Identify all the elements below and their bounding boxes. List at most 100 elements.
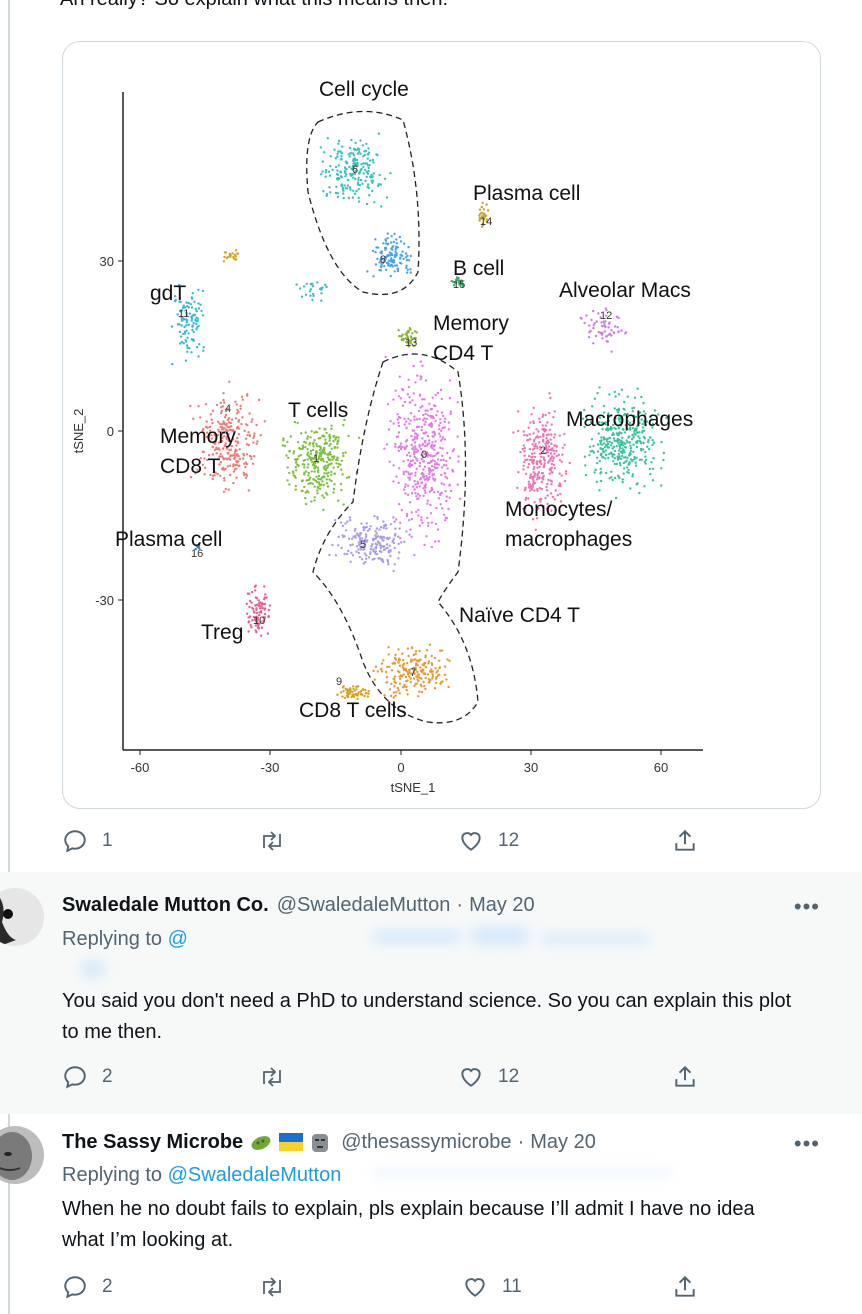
- scatter-dot: [354, 536, 357, 539]
- mention-link[interactable]: @SwaledaleMutton: [167, 1164, 342, 1186]
- scatter-dot: [190, 306, 194, 309]
- scatter-dot: [392, 696, 395, 699]
- scatter-dot: [647, 438, 650, 442]
- share-button[interactable]: [672, 828, 698, 854]
- retweet-button[interactable]: [258, 828, 286, 854]
- scatter-dot: [389, 694, 393, 698]
- avatar[interactable]: [0, 1126, 44, 1184]
- scatter-dot: [638, 458, 642, 461]
- scatter-dot: [383, 259, 386, 263]
- scatter-dot: [433, 431, 436, 435]
- display-name[interactable]: Swaledale Mutton Co.: [62, 894, 269, 916]
- scatter-dot: [376, 540, 380, 543]
- scatter-dot: [559, 492, 562, 496]
- scatter-dot: [447, 421, 451, 424]
- retweet-button[interactable]: [258, 1274, 286, 1300]
- like-button[interactable]: 11: [462, 1274, 522, 1300]
- scatter-dot: [303, 473, 306, 476]
- scatter-dot: [399, 447, 403, 451]
- scatter-dot: [399, 240, 403, 243]
- scatter-dot: [386, 536, 389, 540]
- scatter-dot: [408, 422, 411, 425]
- more-icon[interactable]: •••: [793, 1131, 820, 1156]
- scatter-dot: [351, 173, 354, 176]
- tweet-media-image[interactable]: -60 -30 0 30 60 tSNE_1 30 0 -30 tSNE_2 C…: [62, 41, 821, 809]
- scatter-dot: [196, 317, 199, 320]
- scatter-dot: [410, 646, 414, 649]
- scatter-dot: [339, 175, 343, 178]
- share-button[interactable]: [672, 1274, 698, 1300]
- scatter-dot: [242, 454, 246, 457]
- scatter-dot: [351, 152, 355, 155]
- scatter-dot: [320, 299, 323, 302]
- scatter-dot: [402, 658, 405, 662]
- scatter-dot: [390, 235, 393, 238]
- scatter-dot: [384, 238, 387, 241]
- scatter-dot: [608, 452, 611, 456]
- scatter-dot: [428, 469, 431, 472]
- scatter-dot: [341, 524, 345, 528]
- scatter-dot: [533, 473, 536, 477]
- scatter-dot: [322, 475, 325, 478]
- avatar[interactable]: [0, 888, 44, 946]
- scatter-dot: [323, 465, 326, 468]
- scatter-dot: [385, 676, 389, 679]
- user-handle[interactable]: @SwaledaleMutton: [276, 894, 451, 916]
- scatter-dot: [600, 421, 604, 424]
- scatter-dot: [561, 446, 565, 449]
- scatter-dot: [436, 391, 440, 395]
- scatter-dot: [622, 428, 625, 431]
- scatter-dot: [418, 485, 421, 488]
- share-button[interactable]: [672, 1064, 698, 1090]
- more-icon[interactable]: •••: [793, 894, 820, 919]
- scatter-dot: [350, 551, 353, 554]
- like-button[interactable]: 12: [458, 1064, 519, 1090]
- scatter-dot: [357, 200, 361, 203]
- scatter-dot: [444, 490, 447, 493]
- scatter-dot: [478, 208, 482, 211]
- scatter-dot: [408, 396, 411, 399]
- tweet-text: Ah really? So explain what this means th…: [60, 0, 448, 11]
- scatter-dot: [601, 331, 604, 335]
- scatter-dot: [259, 634, 263, 637]
- scatter-dot: [651, 479, 655, 482]
- tweet-date[interactable]: May 20: [530, 1131, 596, 1153]
- scatter-dot: [394, 442, 397, 446]
- reply-button[interactable]: 2: [62, 1064, 113, 1090]
- reply-button[interactable]: 2: [62, 1274, 113, 1300]
- display-name[interactable]: The Sassy Microbe: [62, 1131, 244, 1153]
- scatter-dot: [375, 536, 378, 539]
- scatter-dot: [344, 522, 347, 525]
- reply-tweet[interactable]: The Sassy Microbe @thesassymicrobe · May…: [0, 1114, 862, 1314]
- user-handle[interactable]: @thesassymicrobe: [341, 1131, 512, 1153]
- mention-link[interactable]: @: [167, 928, 188, 950]
- scatter-dot: [359, 532, 362, 535]
- tweet-date[interactable]: May 20: [469, 894, 535, 916]
- scatter-dot: [317, 469, 320, 472]
- scatter-dot: [409, 419, 412, 422]
- label-monocytes-2: macrophages: [505, 528, 632, 551]
- scatter-dot: [422, 668, 425, 672]
- scatter-dot: [416, 670, 419, 674]
- scatter-dot: [414, 666, 417, 670]
- scatter-dot: [357, 179, 360, 182]
- reply-button[interactable]: 1: [62, 828, 113, 854]
- scatter-dot: [178, 330, 182, 334]
- scatter-dot: [602, 320, 605, 323]
- scatter-dot: [403, 400, 407, 404]
- scatter-dot: [233, 452, 237, 455]
- scatter-dot: [380, 252, 383, 255]
- scatter-dot: [441, 447, 444, 450]
- scatter-dot: [294, 461, 298, 464]
- scatter-dot: [516, 486, 519, 490]
- reply-tweet[interactable]: Swaledale Mutton Co. @SwaledaleMutton · …: [0, 872, 862, 1114]
- scatter-dot: [367, 690, 370, 693]
- scatter-dot: [306, 437, 309, 440]
- like-button[interactable]: 12: [458, 828, 519, 854]
- scatter-dot: [652, 457, 655, 460]
- scatter-dot: [621, 436, 624, 439]
- scatter-dot: [288, 483, 291, 486]
- scatter-dot: [425, 535, 428, 538]
- retweet-button[interactable]: [258, 1064, 286, 1090]
- scatter-dot: [323, 452, 327, 455]
